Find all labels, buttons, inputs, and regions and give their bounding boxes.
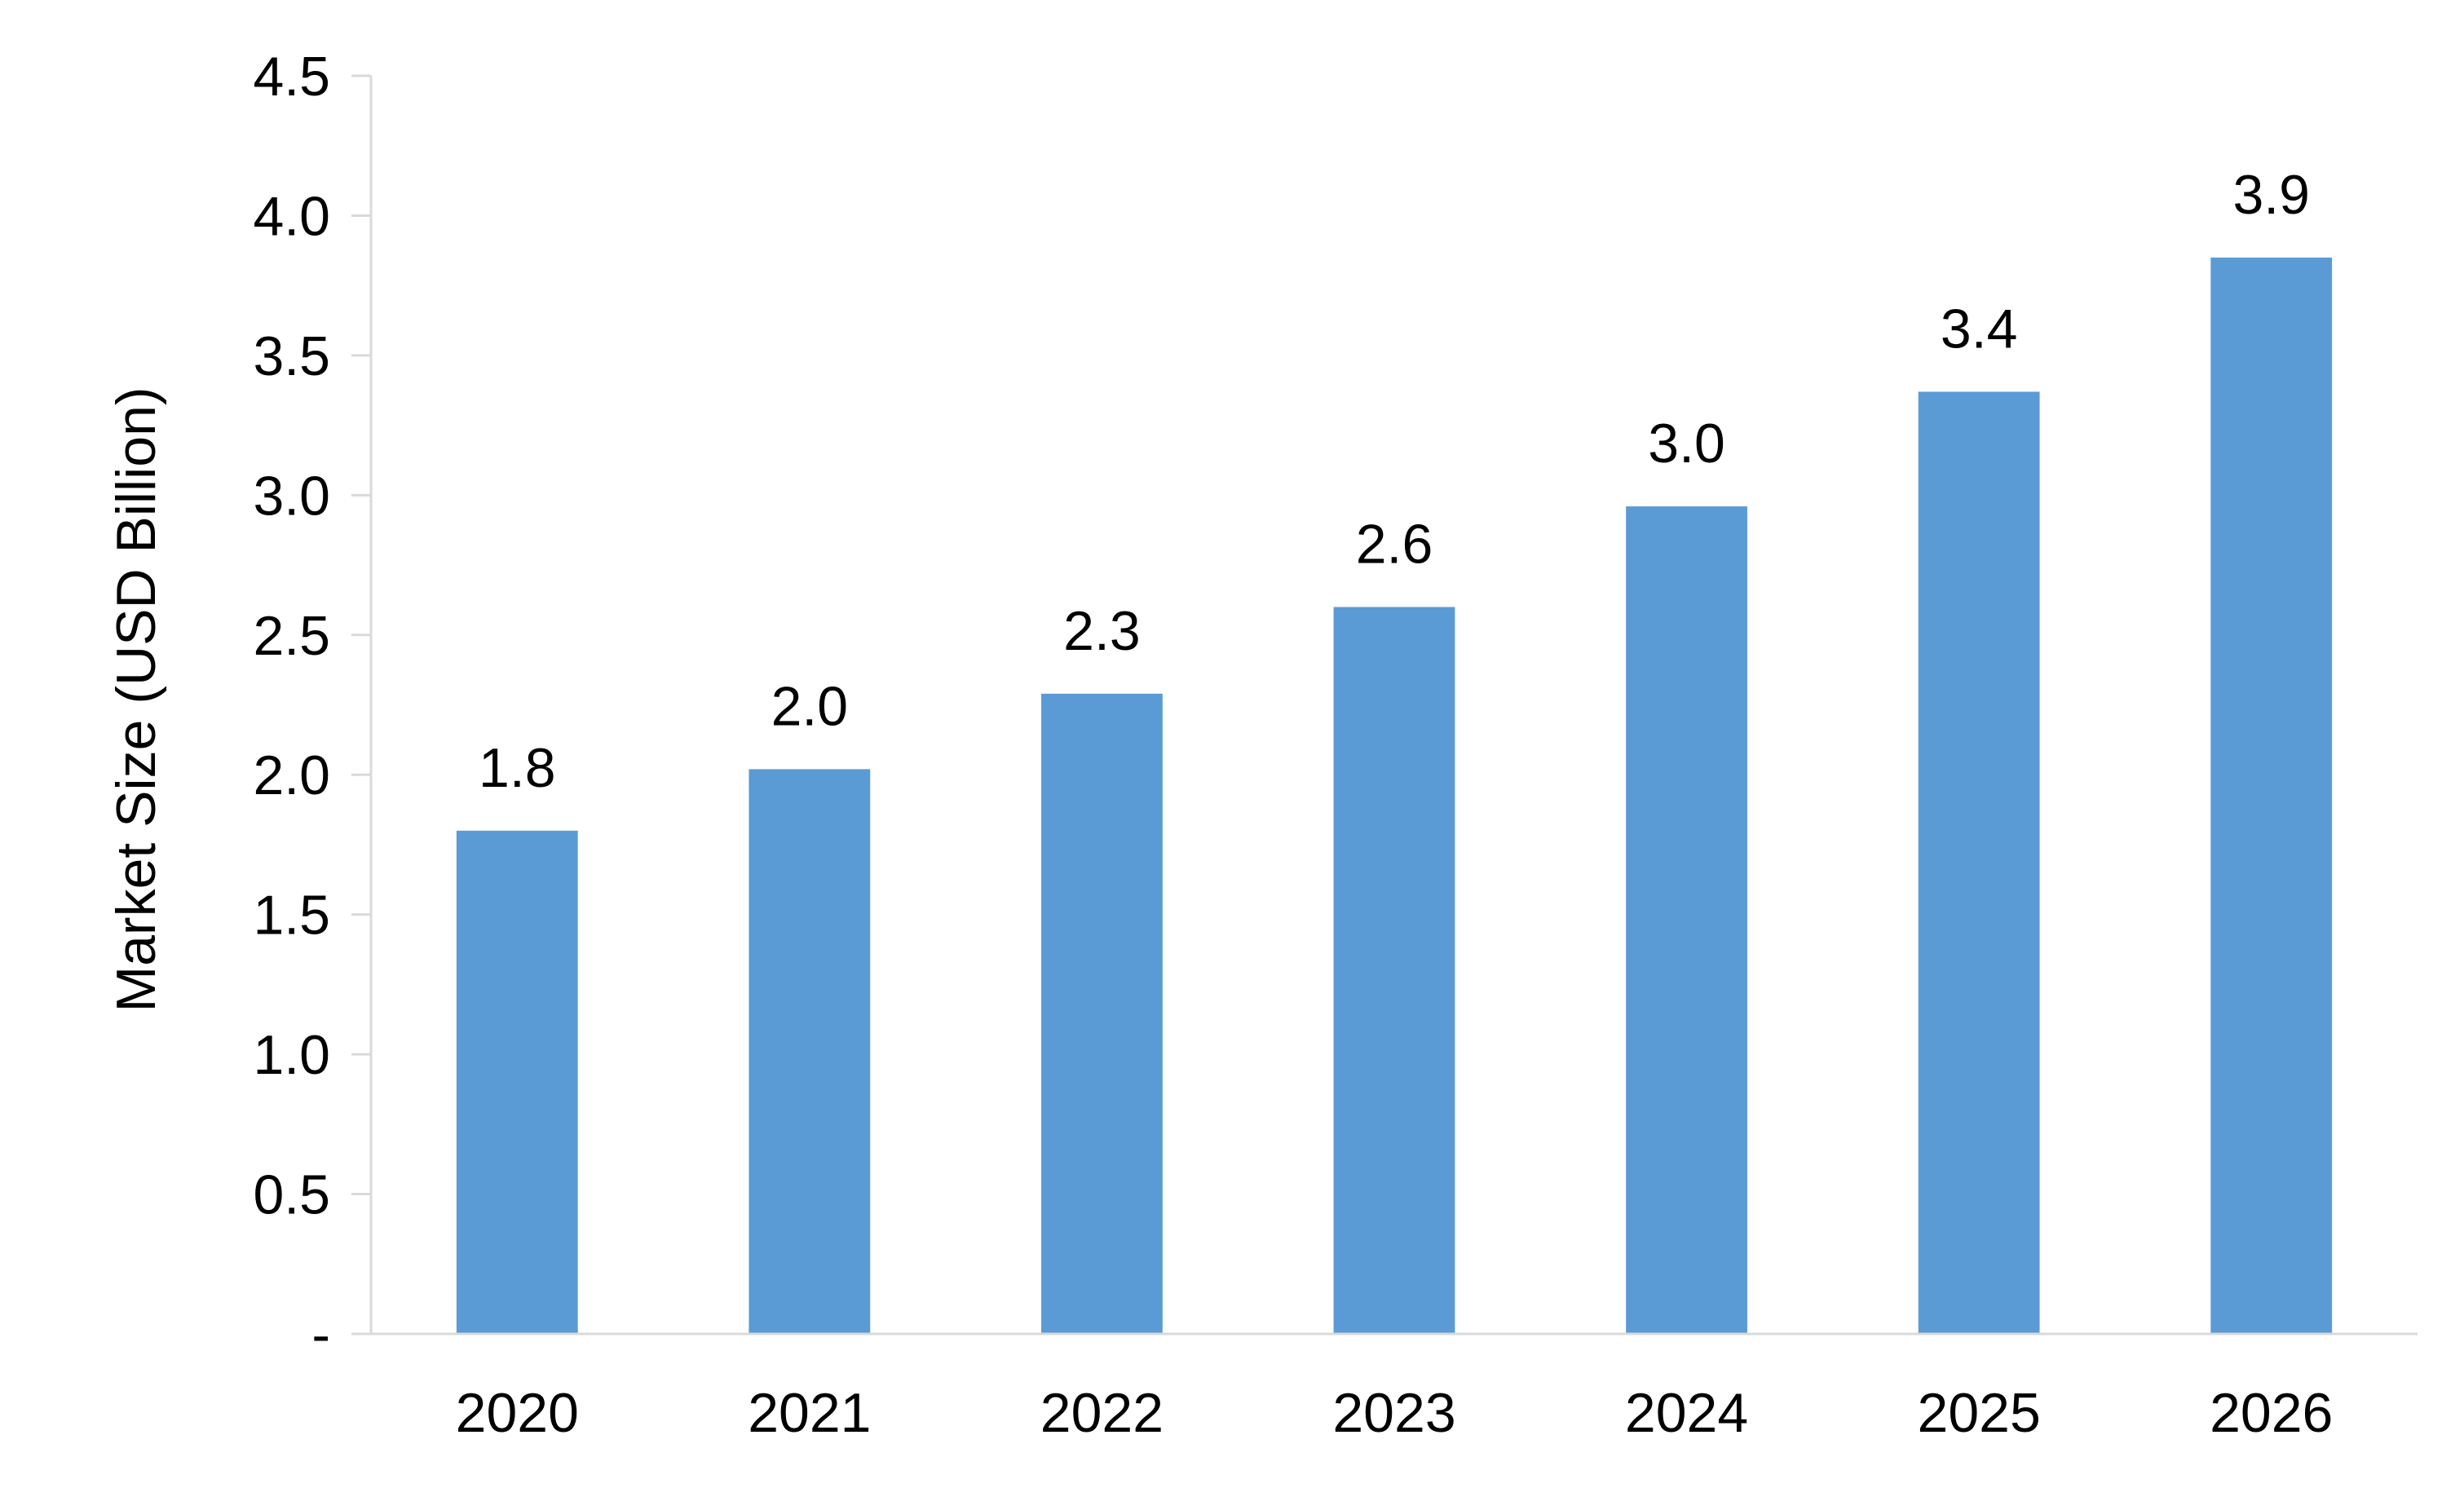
data-label-2021: 2.0	[771, 675, 849, 737]
y-axis-ticks: - 0.5 1.0 1.5 2.0 2.5 3.0 3.5 4.0 4.5	[253, 46, 371, 1366]
y-tick-label: 2.0	[253, 744, 330, 806]
data-labels: 1.8 2.0 2.3 2.6 3.0 3.4 3.9	[479, 164, 2310, 799]
bar-2024	[1626, 506, 1747, 1334]
data-label-2025: 3.4	[1941, 298, 2018, 360]
y-tick-label: 4.0	[253, 185, 330, 247]
data-label-2026: 3.9	[2232, 164, 2310, 226]
y-tick-label: 4.5	[253, 46, 330, 108]
y-tick-label: 3.0	[253, 465, 330, 527]
data-label-2023: 2.6	[1356, 513, 1433, 575]
y-axis-title: Market Size (USD Billion)	[105, 386, 167, 1012]
y-tick-label: 1.5	[253, 885, 330, 947]
bar-2023	[1333, 607, 1455, 1334]
x-tick-label-2022: 2022	[1040, 1382, 1164, 1444]
x-tick-label-2023: 2023	[1332, 1382, 1455, 1444]
data-label-2022: 2.3	[1063, 600, 1141, 662]
data-label-2020: 1.8	[479, 737, 556, 799]
x-tick-label-2025: 2025	[1918, 1382, 2041, 1444]
bar-2022	[1041, 693, 1163, 1334]
x-tick-label-2026: 2026	[2210, 1382, 2333, 1444]
data-label-2024: 3.0	[1648, 413, 1725, 475]
axes	[351, 76, 2418, 1336]
bars	[456, 257, 2333, 1334]
y-tick-label: 1.0	[253, 1024, 330, 1086]
y-tick-label: -	[311, 1304, 330, 1366]
bar-2026	[2210, 257, 2333, 1334]
x-tick-label-2021: 2021	[748, 1382, 871, 1444]
bar-2025	[1918, 391, 2040, 1334]
x-axis-labels: 2020 2021 2022 2023 2024 2025 2026	[456, 1382, 2334, 1444]
y-tick-label: 2.5	[253, 605, 330, 667]
y-tick-label: 3.5	[253, 325, 330, 387]
bar-2021	[748, 769, 871, 1334]
y-tick-label: 0.5	[253, 1164, 330, 1226]
x-tick-label-2024: 2024	[1625, 1382, 1748, 1444]
bar-2020	[456, 830, 578, 1334]
x-tick-label-2020: 2020	[456, 1382, 579, 1444]
y-axis-title-group: Market Size (USD Billion)	[105, 386, 167, 1012]
